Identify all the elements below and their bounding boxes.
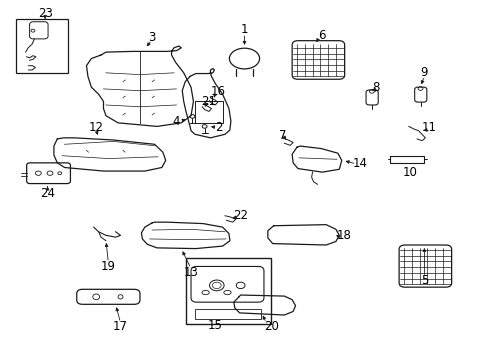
Text: 17: 17 xyxy=(113,320,128,333)
Text: 14: 14 xyxy=(352,157,367,170)
Text: 19: 19 xyxy=(101,260,116,273)
Text: 7: 7 xyxy=(278,129,285,142)
Text: 9: 9 xyxy=(420,66,427,79)
Text: 22: 22 xyxy=(233,209,247,222)
Bar xyxy=(195,102,223,123)
Text: 23: 23 xyxy=(38,8,53,21)
Text: 1: 1 xyxy=(240,23,248,36)
Text: 18: 18 xyxy=(336,229,351,242)
Text: 24: 24 xyxy=(40,187,55,200)
Bar xyxy=(195,309,260,319)
Text: 11: 11 xyxy=(421,121,436,134)
Text: 20: 20 xyxy=(263,320,278,333)
Text: 3: 3 xyxy=(148,31,156,44)
Text: 2: 2 xyxy=(215,121,223,134)
Text: 10: 10 xyxy=(402,166,416,179)
Text: 21: 21 xyxy=(201,95,216,108)
Text: 6: 6 xyxy=(318,29,325,42)
Bar xyxy=(186,257,271,324)
Text: 4: 4 xyxy=(172,114,180,127)
Text: 16: 16 xyxy=(210,85,225,98)
Text: 12: 12 xyxy=(88,121,103,134)
Text: 5: 5 xyxy=(420,274,427,287)
Text: 13: 13 xyxy=(183,266,198,279)
Text: 15: 15 xyxy=(207,319,223,332)
Text: 8: 8 xyxy=(371,81,379,94)
Bar xyxy=(16,19,68,73)
